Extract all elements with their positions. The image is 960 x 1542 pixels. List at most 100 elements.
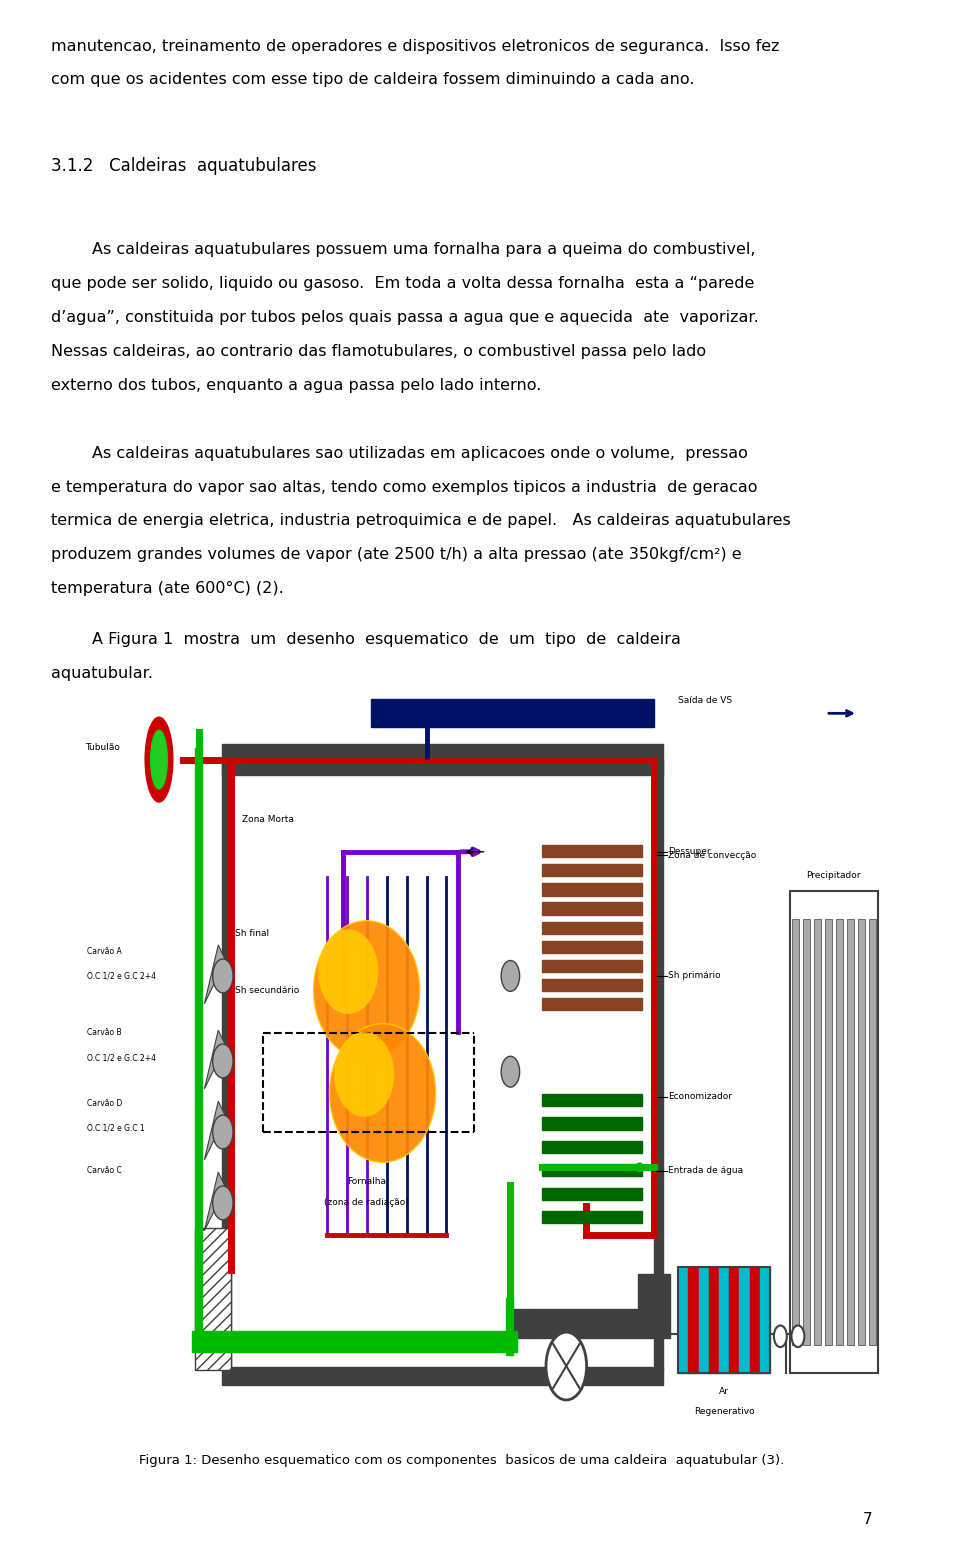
- Bar: [542, 1093, 642, 1106]
- Text: Figura 1: Desenho esquematico com os componentes  basicos de uma caldeira  aquat: Figura 1: Desenho esquematico com os com…: [139, 1454, 784, 1466]
- Bar: [708, 1268, 719, 1374]
- Ellipse shape: [145, 717, 173, 802]
- Ellipse shape: [318, 930, 378, 1015]
- Text: Economizador: Economizador: [668, 1092, 732, 1101]
- Bar: [542, 959, 642, 971]
- Bar: [542, 1141, 642, 1153]
- Bar: [678, 1268, 688, 1374]
- Text: 3.1.2   Caldeiras  aquatubulares: 3.1.2 Caldeiras aquatubulares: [51, 157, 316, 176]
- Text: Tubulão: Tubulão: [85, 743, 120, 752]
- Bar: [790, 891, 877, 1374]
- Ellipse shape: [329, 1024, 436, 1163]
- Text: (zona de radiação): (zona de radiação): [324, 1198, 409, 1207]
- Ellipse shape: [334, 1032, 395, 1116]
- Circle shape: [501, 1056, 519, 1087]
- Bar: [699, 1268, 708, 1374]
- Text: Nessas caldeiras, ao contrario das flamotubulares, o combustivel passa pelo lado: Nessas caldeiras, ao contrario das flamo…: [51, 344, 706, 359]
- Circle shape: [213, 1115, 233, 1149]
- Circle shape: [213, 1186, 233, 1220]
- Bar: [542, 998, 642, 1010]
- Bar: [542, 864, 642, 876]
- Bar: [638, 1274, 670, 1309]
- Circle shape: [546, 1332, 587, 1400]
- Bar: [750, 1268, 759, 1374]
- Text: termica de energia eletrica, industria petroquimica e de papel.   As caldeiras a: termica de energia eletrica, industria p…: [51, 513, 790, 529]
- Text: com que os acidentes com esse tipo de caldeira fossem diminuindo a cada ano.: com que os acidentes com esse tipo de ca…: [51, 72, 694, 88]
- Text: Sh primário: Sh primário: [668, 971, 721, 981]
- Bar: [869, 919, 876, 1345]
- Bar: [222, 1366, 663, 1385]
- Text: Fornalha: Fornalha: [348, 1177, 386, 1186]
- Bar: [792, 919, 799, 1345]
- Bar: [542, 1164, 642, 1177]
- Bar: [542, 1210, 642, 1223]
- Polygon shape: [204, 1030, 226, 1089]
- Circle shape: [791, 1326, 804, 1348]
- Text: Carvão B: Carvão B: [87, 1029, 122, 1038]
- Circle shape: [213, 959, 233, 993]
- Ellipse shape: [314, 921, 420, 1059]
- Circle shape: [501, 961, 519, 992]
- Text: aquatubular.: aquatubular.: [51, 666, 153, 682]
- Bar: [847, 919, 854, 1345]
- Text: Carvão C: Carvão C: [87, 1166, 122, 1175]
- Text: Regenerativo: Regenerativo: [694, 1408, 755, 1416]
- Text: 7: 7: [863, 1511, 873, 1527]
- Bar: [688, 1268, 699, 1374]
- Bar: [222, 745, 663, 776]
- Bar: [857, 919, 865, 1345]
- Text: d’agua”, constituida por tubos pelos quais passa a agua que e aquecida  ate  vap: d’agua”, constituida por tubos pelos qua…: [51, 310, 758, 325]
- Circle shape: [213, 1044, 233, 1078]
- Ellipse shape: [151, 731, 167, 790]
- Bar: [759, 1268, 770, 1374]
- Bar: [542, 922, 642, 934]
- Bar: [542, 1187, 642, 1200]
- Text: e temperatura do vapor sao altas, tendo como exemplos tipicos a industria  de ge: e temperatura do vapor sao altas, tendo …: [51, 480, 757, 495]
- Text: temperatura (ate 600°C) (2).: temperatura (ate 600°C) (2).: [51, 581, 283, 597]
- Bar: [542, 884, 642, 896]
- Text: O.C 1/2 e G.C 2+4: O.C 1/2 e G.C 2+4: [87, 1053, 156, 1062]
- Bar: [803, 919, 810, 1345]
- Text: As caldeiras aquatubulares possuem uma fornalha para a queima do combustivel,: As caldeiras aquatubulares possuem uma f…: [51, 242, 756, 258]
- Text: A Figura 1  mostra  um  desenho  esquematico  de  um  tipo  de  caldeira: A Figura 1 mostra um desenho esquematico…: [51, 632, 681, 648]
- Polygon shape: [204, 1101, 226, 1160]
- Text: Precipitador: Precipitador: [806, 871, 861, 880]
- Bar: [542, 941, 642, 953]
- Text: Sh secundário: Sh secundário: [235, 985, 300, 995]
- Circle shape: [774, 1326, 787, 1348]
- Text: Zona de convecção: Zona de convecção: [668, 851, 756, 860]
- Bar: [542, 902, 642, 914]
- Text: As caldeiras aquatubulares sao utilizadas em aplicacoes onde o volume,  pressao: As caldeiras aquatubulares sao utilizada…: [51, 446, 748, 461]
- Bar: [654, 760, 663, 1369]
- Bar: [814, 919, 821, 1345]
- Bar: [730, 1268, 739, 1374]
- Bar: [836, 919, 843, 1345]
- Bar: [542, 979, 642, 992]
- Text: Sh final: Sh final: [235, 928, 270, 938]
- Text: Carvão D: Carvão D: [87, 1099, 123, 1109]
- Text: Entrada de água: Entrada de água: [668, 1166, 743, 1175]
- Polygon shape: [204, 1172, 226, 1231]
- Bar: [825, 919, 832, 1345]
- Bar: [739, 1268, 750, 1374]
- Text: O.C 1/2 e G.C 1: O.C 1/2 e G.C 1: [87, 1124, 145, 1133]
- Text: Saída de VS: Saída de VS: [678, 697, 732, 706]
- Text: externo dos tubos, enquanto a agua passa pelo lado interno.: externo dos tubos, enquanto a agua passa…: [51, 378, 541, 393]
- Bar: [542, 1118, 642, 1130]
- Polygon shape: [204, 945, 226, 1004]
- Bar: [678, 1268, 770, 1374]
- Bar: [719, 1268, 730, 1374]
- Bar: [222, 760, 230, 1369]
- Text: Zona Morta: Zona Morta: [242, 816, 294, 825]
- Text: O.C 1/2 e G.C 2+4: O.C 1/2 e G.C 2+4: [87, 971, 156, 981]
- Bar: [542, 845, 642, 857]
- Bar: [511, 1309, 670, 1338]
- Text: produzem grandes volumes de vapor (ate 2500 t/h) a alta pressao (ate 350kgf/cm²): produzem grandes volumes de vapor (ate 2…: [51, 547, 741, 563]
- Text: Carvão A: Carvão A: [87, 947, 122, 956]
- Text: Ar: Ar: [719, 1388, 729, 1396]
- Text: Dessuper: Dessuper: [668, 847, 710, 856]
- Text: que pode ser solido, liquido ou gasoso.  Em toda a volta dessa fornalha  esta a : que pode ser solido, liquido ou gasoso. …: [51, 276, 755, 291]
- Bar: [192, 1331, 516, 1352]
- Bar: [195, 1227, 230, 1369]
- Bar: [371, 700, 654, 728]
